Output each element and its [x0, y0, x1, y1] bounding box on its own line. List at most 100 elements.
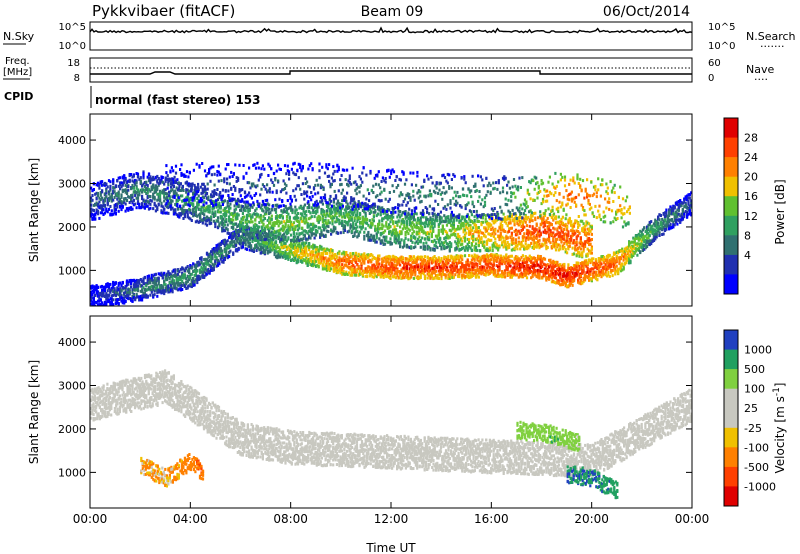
power-cell: [429, 268, 432, 272]
power-cell: [241, 217, 244, 221]
power-cell: [164, 192, 167, 195]
power-cell: [498, 261, 501, 264]
power-cell: [652, 229, 656, 233]
power-cell: [443, 273, 446, 277]
power-cell: [223, 258, 226, 261]
power-cell: [680, 204, 683, 208]
power-cell: [433, 259, 436, 263]
power-cell: [113, 186, 116, 190]
power-cell: [98, 216, 101, 220]
power-cell: [441, 269, 444, 273]
power-cell: [570, 269, 573, 273]
power-cell: [102, 183, 105, 187]
power-cell: [121, 296, 124, 300]
power-cell: [417, 257, 420, 261]
power-cell: [225, 206, 228, 210]
power-cell: [543, 273, 547, 277]
power-cell: [113, 196, 116, 199]
power-cell: [626, 257, 629, 261]
power-cell: [419, 262, 422, 266]
power-cell: [408, 263, 411, 267]
power-cell: [451, 257, 454, 261]
power-cell: [412, 270, 415, 274]
power-cell: [153, 282, 156, 285]
power-cell: [273, 242, 276, 246]
power-cell: [136, 289, 140, 293]
power-cell: [205, 260, 209, 264]
power-cell: [112, 182, 115, 186]
power-cell: [452, 262, 455, 266]
power-cell: [348, 271, 351, 275]
power-cell: [160, 201, 163, 205]
power-cell: [586, 270, 589, 274]
power-cell: [450, 268, 453, 272]
power-cell: [314, 250, 318, 254]
power-cell: [142, 294, 145, 298]
power-cell: [623, 255, 627, 259]
power-cell: [632, 253, 635, 257]
power-cell: [610, 257, 613, 261]
power-cell: [239, 235, 242, 239]
power-cell: [583, 275, 587, 279]
power-cell: [630, 255, 633, 259]
power-cell: [232, 222, 235, 226]
power-cell: [644, 243, 647, 246]
power-cell: [110, 301, 113, 305]
power-cell: [150, 177, 153, 181]
power-cell: [590, 267, 593, 271]
power-cell: [132, 288, 135, 291]
power-cell: [561, 272, 564, 276]
power-cell: [252, 247, 255, 251]
power-cell: [189, 198, 192, 202]
power-cell: [157, 277, 160, 281]
power-cell: [479, 267, 482, 271]
power-cell: [404, 259, 407, 263]
power-cell: [95, 201, 98, 205]
power-cell: [221, 223, 224, 227]
power-cell: [164, 288, 167, 292]
power-cell: [172, 180, 175, 184]
power-cell: [174, 203, 177, 206]
power-cell: [189, 208, 192, 212]
power-cell: [114, 185, 117, 189]
power-cell: [610, 264, 613, 268]
power-cell: [439, 259, 442, 263]
power-cell: [516, 260, 519, 263]
power-cell: [221, 218, 224, 222]
power-cell: [214, 249, 217, 253]
power-cell: [470, 265, 473, 269]
power-cell: [141, 184, 144, 188]
power-cell: [622, 265, 625, 269]
power-cell: [412, 276, 415, 280]
power-cell: [458, 268, 461, 272]
power-cell: [226, 239, 229, 243]
power-cell: [672, 209, 675, 213]
power-cell: [339, 271, 342, 275]
power-cell: [176, 288, 180, 292]
power-cell: [112, 298, 115, 302]
power-cell: [378, 268, 381, 272]
power-cell: [107, 190, 111, 194]
power-cell: [219, 210, 222, 214]
power-cell: [259, 251, 262, 255]
power-cell: [197, 220, 200, 224]
power-cell: [394, 266, 398, 269]
power-cell: [103, 199, 106, 203]
power-cell: [153, 273, 156, 277]
power-cell: [343, 254, 346, 258]
power-cell: [157, 182, 160, 186]
power-cell: [124, 300, 127, 303]
power-cell: [194, 278, 197, 282]
power-cell: [243, 227, 246, 231]
power-cell: [618, 250, 621, 253]
power-cell: [112, 303, 115, 306]
power-cell: [159, 195, 162, 199]
power-cell: [673, 216, 676, 220]
power-cell: [268, 239, 271, 242]
power-cell: [476, 256, 479, 260]
power-cell: [363, 271, 366, 274]
power-cell: [665, 212, 668, 216]
power-cell: [479, 257, 482, 260]
power-cell: [270, 241, 273, 245]
power-cell: [149, 288, 152, 292]
